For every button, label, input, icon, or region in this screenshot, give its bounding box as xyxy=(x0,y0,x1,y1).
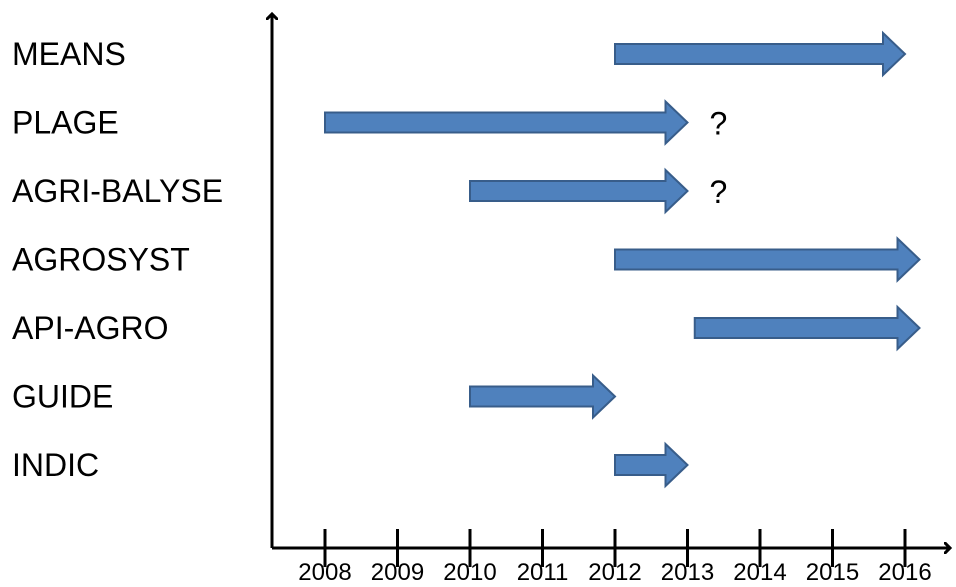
x-tick-label: 2016 xyxy=(878,559,931,582)
x-tick-label: 2008 xyxy=(298,559,351,582)
row-note: ? xyxy=(710,174,728,210)
timeline-rows: MEANS PLAGE ? AGRI-BALYSE ? AGROSYST API-AGRO G… xyxy=(12,30,921,489)
duration-arrow xyxy=(614,441,689,489)
axes xyxy=(272,14,950,548)
x-tick-label: 2010 xyxy=(443,559,496,582)
x-tick-label: 2014 xyxy=(733,559,786,582)
x-ticks: 2008 2009 2010 2011 2012 2013 2014 2015 2016 xyxy=(298,529,932,586)
row-label: AGROSYST xyxy=(12,242,190,278)
row-label: API-AGRO xyxy=(12,310,168,346)
row-label: MEANS xyxy=(12,36,126,72)
duration-arrow xyxy=(469,167,689,215)
duration-arrow xyxy=(614,30,907,78)
duration-arrow xyxy=(469,373,617,420)
x-tick-label: 2012 xyxy=(588,559,641,582)
row-label: PLAGE xyxy=(12,105,119,141)
row-label: INDIC xyxy=(12,447,99,483)
x-tick-label: 2015 xyxy=(806,559,859,582)
row-label: AGRI-BALYSE xyxy=(12,173,223,209)
x-tick-label: 2011 xyxy=(517,559,569,582)
x-tick-label: 2009 xyxy=(371,559,424,582)
duration-arrow xyxy=(324,99,689,146)
duration-arrow xyxy=(693,304,921,352)
x-tick-label: 2013 xyxy=(661,559,714,582)
row-note: ? xyxy=(710,106,728,142)
row-label: GUIDE xyxy=(12,379,113,415)
duration-arrow xyxy=(614,236,921,283)
